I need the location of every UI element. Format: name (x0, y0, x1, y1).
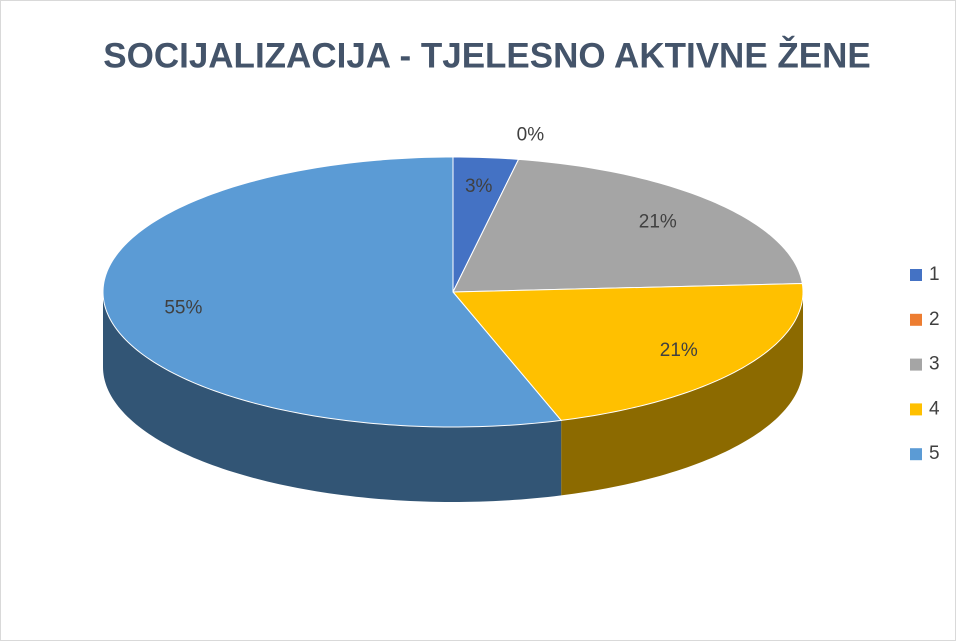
legend-swatch (910, 403, 922, 416)
legend-label: 4 (929, 398, 940, 419)
data-label: 3% (465, 176, 493, 197)
data-label: 21% (660, 340, 698, 361)
legend-swatch (910, 448, 922, 461)
legend-label: 5 (929, 443, 940, 464)
legend-label: 2 (929, 309, 940, 330)
pie-slice-side (103, 292, 562, 502)
chart-title: SOCIJALIZACIJA - TJELESNO AKTIVNE ŽENE (103, 35, 871, 75)
legend-label: 1 (929, 264, 940, 285)
pie-slice (102, 156, 563, 428)
pie-slice (452, 158, 803, 293)
data-label: 0% (517, 125, 545, 146)
legend-swatch (910, 269, 922, 281)
legend-swatch (910, 313, 922, 326)
pie-slice (451, 283, 804, 421)
pie-slice-side (561, 292, 803, 496)
legend-label: 3 (929, 354, 940, 375)
data-label: 55% (164, 297, 202, 318)
data-label: 21% (639, 211, 677, 232)
legend-swatch (910, 358, 922, 371)
